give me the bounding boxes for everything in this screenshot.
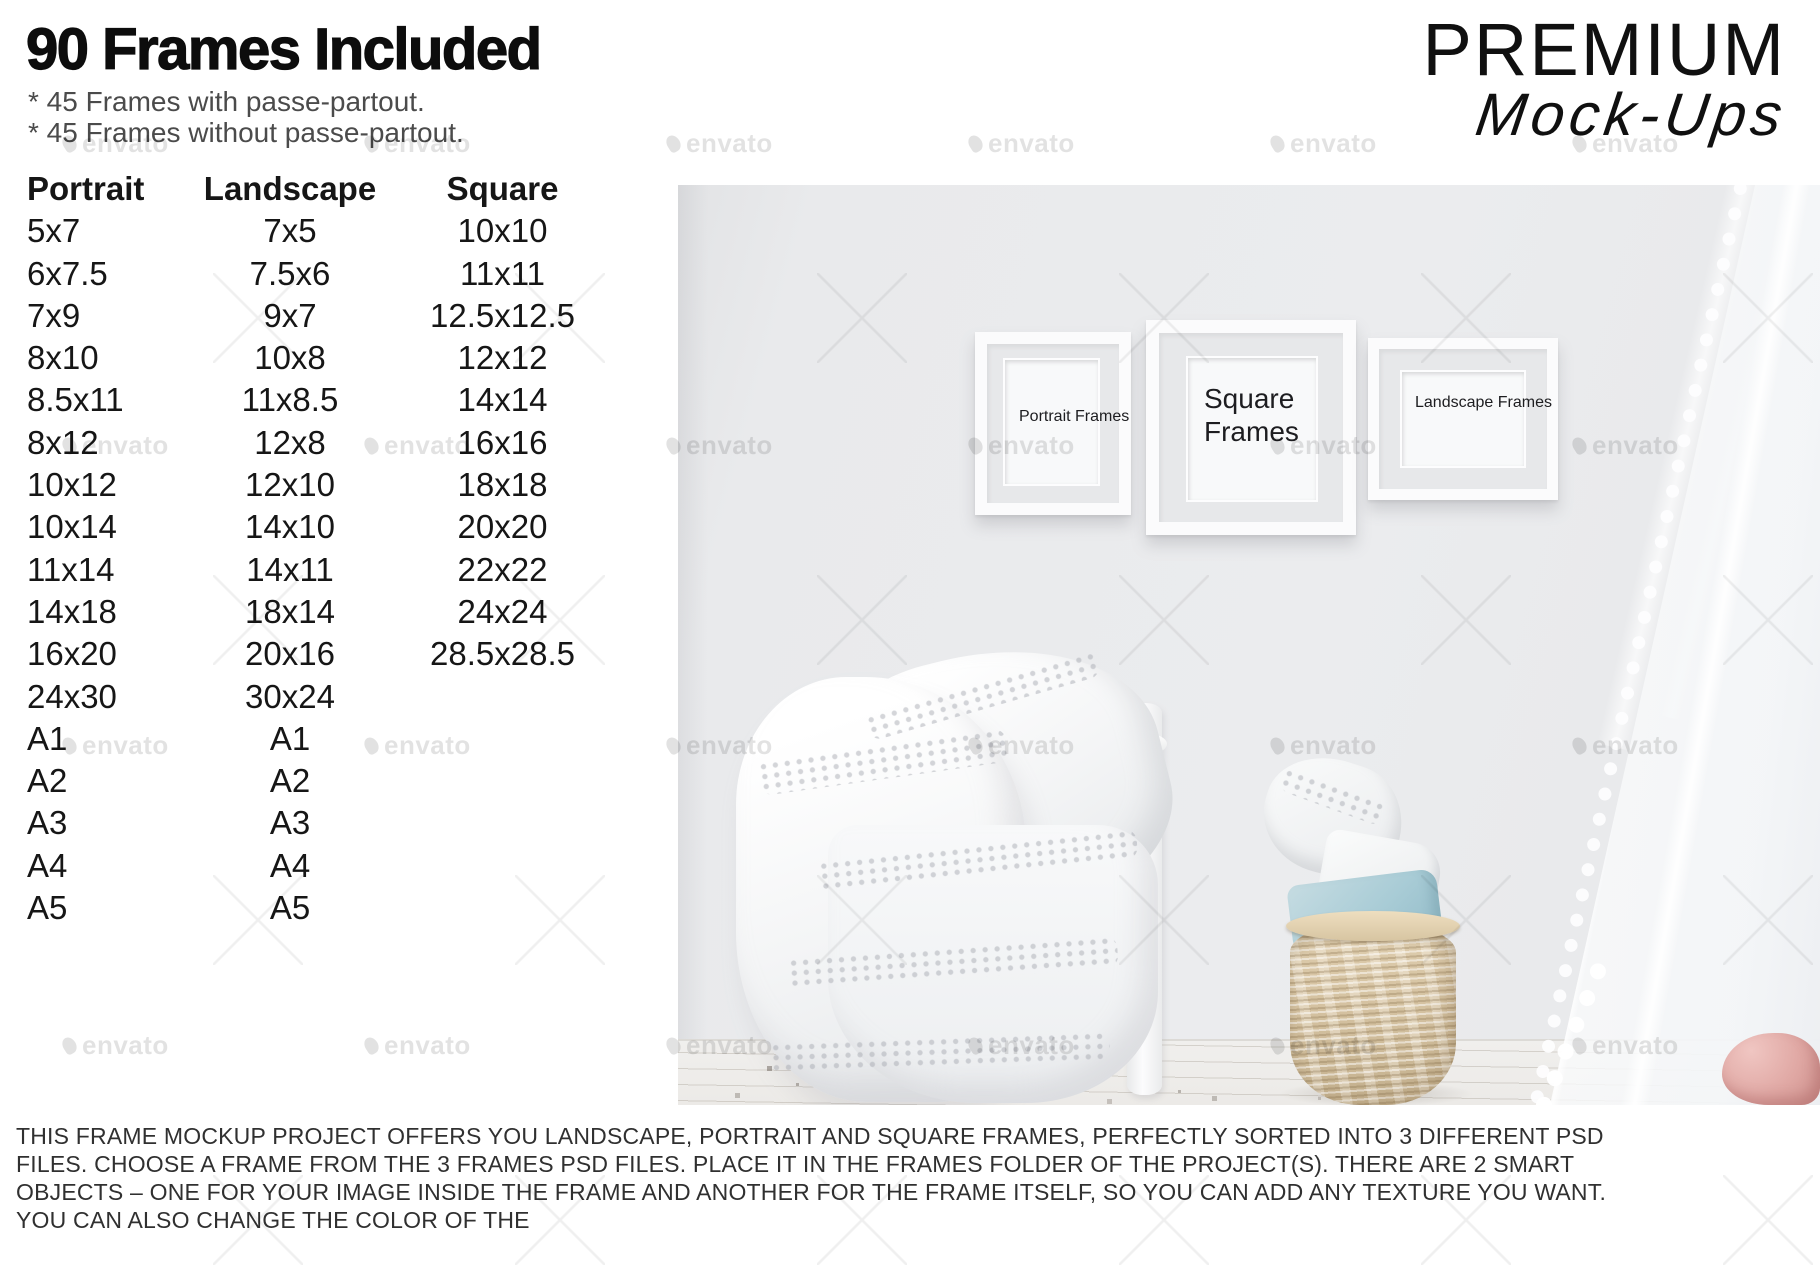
watermark-cross xyxy=(515,875,605,965)
envato-leaf-icon xyxy=(663,132,684,155)
size-cell: 14x10 xyxy=(245,508,335,546)
portrait-size-list: 5x7 6x7.5 7x9 8x10 8.5x11 8x12 10x12 10x14 11x14… xyxy=(27,210,177,929)
size-cell: A5 xyxy=(269,889,311,927)
size-cell: 18x18 xyxy=(457,466,548,504)
size-cell: 12.5x12.5 xyxy=(430,296,575,334)
size-cell: 8.5x11 xyxy=(27,381,124,419)
size-cell: A4 xyxy=(269,846,311,884)
square-frame: Square Frames xyxy=(1146,320,1356,535)
size-cell: A1 xyxy=(269,719,311,757)
square-size-list: 10x10 11x11 12.5x12.5 12x12 14x14 16x16 18x18 2… xyxy=(385,210,620,675)
envato-leaf-icon xyxy=(361,1034,382,1057)
landscape-size-list: 7x5 7.5x6 9x7 10x8 11x8.5 12x8 12x10 14x10 14x11… xyxy=(190,210,390,929)
size-cell: 24x24 xyxy=(457,592,548,630)
landscape-size-column: Landscape 7x5 7.5x6 9x7 10x8 11x8.5 12x8 12x10… xyxy=(190,168,390,929)
size-cell: A4 xyxy=(27,846,68,884)
size-cell: 7x5 xyxy=(263,212,317,250)
room-mockup-photo: Portrait Frames Square Frames Landscape … xyxy=(678,185,1820,1105)
watermark-text: envato xyxy=(1290,128,1377,158)
bullet-without-passepartout: * 45 Frames without passe-partout. xyxy=(28,117,464,148)
feature-bullets: * 45 Frames with passe-partout. * 45 Fra… xyxy=(28,86,464,148)
size-cell: 20x16 xyxy=(245,635,335,673)
size-cell: 11x11 xyxy=(459,254,545,292)
size-cell: 8x10 xyxy=(27,339,99,377)
wicker-basket xyxy=(1290,923,1456,1105)
size-cell: A1 xyxy=(27,719,68,757)
size-cell: 14x18 xyxy=(27,592,117,630)
envato-watermark: envato xyxy=(965,128,1075,159)
size-cell: 14x14 xyxy=(457,381,548,419)
portrait-frame-window xyxy=(1005,360,1098,484)
square-column-header: Square xyxy=(446,170,559,207)
envato-leaf-icon xyxy=(1267,132,1288,155)
envato-leaf-icon xyxy=(59,1034,80,1057)
size-cell: A3 xyxy=(269,804,311,842)
landscape-frame: Landscape Frames xyxy=(1368,338,1558,500)
size-cell: 22x22 xyxy=(457,550,548,588)
knit-blanket-body xyxy=(828,825,1158,1103)
watermark-text: envato xyxy=(384,1030,471,1060)
portrait-frame-label: Portrait Frames xyxy=(1019,408,1130,425)
size-cell: A2 xyxy=(269,762,311,800)
size-cell: 12x8 xyxy=(254,423,326,461)
size-cell: 8x12 xyxy=(27,423,99,461)
size-cell: 9x7 xyxy=(263,296,317,334)
envato-leaf-icon xyxy=(965,132,986,155)
wall-corner-shade xyxy=(678,185,708,1105)
watermark-text: envato xyxy=(384,730,471,760)
size-cell: 11x14 xyxy=(27,550,115,588)
basket-rim xyxy=(1286,911,1460,941)
watermark-text: envato xyxy=(988,128,1075,158)
landscape-column-header: Landscape xyxy=(203,170,377,207)
square-frame-label: Square Frames xyxy=(1204,383,1299,448)
size-cell: 14x11 xyxy=(246,550,334,588)
square-size-column: Square 10x10 11x11 12.5x12.5 12x12 14x14 16x1… xyxy=(385,168,620,676)
portrait-column-header: Portrait xyxy=(27,170,145,207)
portrait-frame: Portrait Frames xyxy=(975,332,1131,515)
size-cell: 5x7 xyxy=(27,212,81,250)
size-cell: 12x12 xyxy=(457,339,548,377)
size-cell: 20x20 xyxy=(457,508,548,546)
size-cell: A3 xyxy=(27,804,68,842)
brand-logo: PREMIUM Mock-Ups xyxy=(1422,8,1791,149)
size-cell: A5 xyxy=(27,889,68,927)
watermark-text: envato xyxy=(686,128,773,158)
size-cell: 11x8.5 xyxy=(241,381,339,419)
size-cell: 16x20 xyxy=(27,635,117,673)
envato-watermark: envato xyxy=(59,1030,169,1061)
size-cell: 12x10 xyxy=(245,466,335,504)
size-cell: A2 xyxy=(27,762,68,800)
size-cell: 10x12 xyxy=(27,466,117,504)
size-cell: 10x10 xyxy=(457,212,548,250)
landscape-frame-label: Landscape Frames xyxy=(1415,394,1552,411)
landscape-frame-window xyxy=(1402,372,1524,466)
size-cell: 24x30 xyxy=(27,677,117,715)
watermark-cross xyxy=(1723,1175,1813,1265)
watermark-text: envato xyxy=(82,1030,169,1060)
size-cell: 18x14 xyxy=(245,592,335,630)
envato-watermark: envato xyxy=(361,1030,471,1061)
envato-watermark: envato xyxy=(1267,128,1377,159)
size-cell: 30x24 xyxy=(245,677,335,715)
size-cell: 7.5x6 xyxy=(249,254,331,292)
portrait-size-column: Portrait 5x7 6x7.5 7x9 8x10 8.5x11 8x12 10x12 1… xyxy=(27,168,177,929)
size-cell: 10x14 xyxy=(27,508,117,546)
size-cell: 16x16 xyxy=(457,423,548,461)
size-cell: 7x9 xyxy=(27,296,81,334)
page-title: 90 Frames Included xyxy=(25,16,542,82)
size-cell: 6x7.5 xyxy=(27,254,108,292)
bullet-with-passepartout: * 45 Frames with passe-partout. xyxy=(28,86,425,117)
envato-watermark: envato xyxy=(663,128,773,159)
size-cell: 28.5x28.5 xyxy=(430,635,575,673)
square-frame-window xyxy=(1188,358,1316,500)
floor-specks xyxy=(678,185,681,188)
logo-premium-text: PREMIUM xyxy=(1422,8,1786,91)
logo-mockups-text: Mock-Ups xyxy=(1471,81,1791,148)
product-description: THIS FRAME MOCKUP PROJECT OFFERS YOU LAN… xyxy=(16,1123,1607,1233)
size-cell: 10x8 xyxy=(254,339,326,377)
pink-cushion xyxy=(1722,1033,1820,1105)
